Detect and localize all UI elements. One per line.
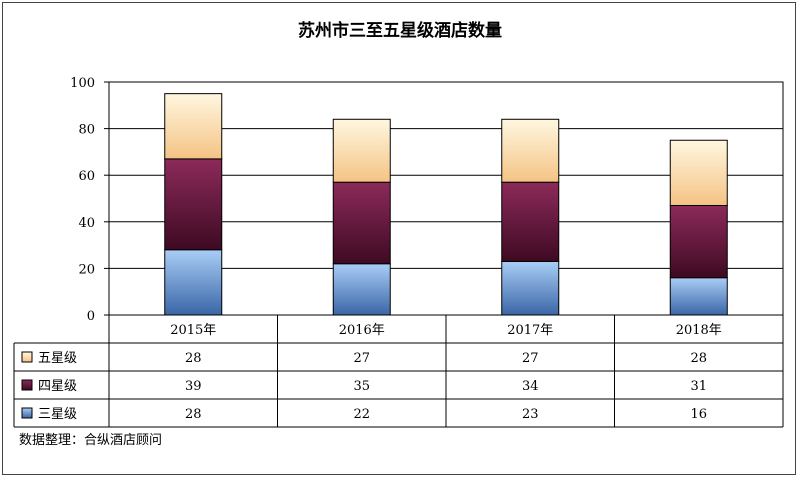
y-tick-label: 40 (78, 216, 95, 231)
data-value-label: 22 (353, 407, 370, 422)
legend-label: 四星级 (38, 379, 77, 394)
bar-segment (501, 181, 560, 262)
data-value-label: 34 (522, 379, 539, 394)
data-value-label: 28 (690, 351, 707, 366)
legend-swatch (21, 407, 33, 419)
category-label: 2018年 (676, 323, 722, 338)
data-value-label: 39 (185, 379, 202, 394)
source-footnote: 数据整理：合纵酒店顾问 (19, 433, 163, 448)
y-tick-label: 60 (78, 169, 95, 184)
data-value-label: 35 (353, 379, 370, 394)
bar-segment (164, 158, 223, 251)
data-value-label: 23 (522, 407, 539, 422)
y-tick-label: 0 (87, 309, 95, 324)
data-value-label: 16 (690, 407, 707, 422)
category-label: 2015年 (170, 323, 216, 338)
bar-segment (501, 260, 560, 316)
data-value-label: 27 (522, 351, 539, 366)
data-value-label: 31 (690, 379, 707, 394)
data-value-label: 28 (185, 351, 202, 366)
bar-segment (332, 263, 391, 316)
y-tick-label: 20 (78, 262, 95, 277)
chart-title: 苏州市三至五星级酒店数量 (298, 21, 502, 41)
bar-segment (669, 277, 728, 316)
category-label: 2016年 (339, 323, 385, 338)
bar-segment (332, 181, 391, 265)
legend-label: 五星级 (38, 351, 77, 366)
y-tick-label: 100 (70, 76, 95, 91)
data-value-label: 27 (353, 351, 370, 366)
bar-segment (669, 139, 728, 206)
bar-segment (164, 249, 223, 316)
category-label: 2017年 (507, 323, 553, 338)
data-value-label: 28 (185, 407, 202, 422)
legend-swatch (21, 379, 33, 391)
bar-segment (669, 204, 728, 279)
legend-swatch (21, 351, 33, 363)
bar-segment (164, 93, 223, 160)
legend-label: 三星级 (38, 407, 77, 422)
bar-segment (501, 118, 560, 183)
y-tick-label: 80 (78, 123, 95, 138)
bar-segment (332, 118, 391, 183)
